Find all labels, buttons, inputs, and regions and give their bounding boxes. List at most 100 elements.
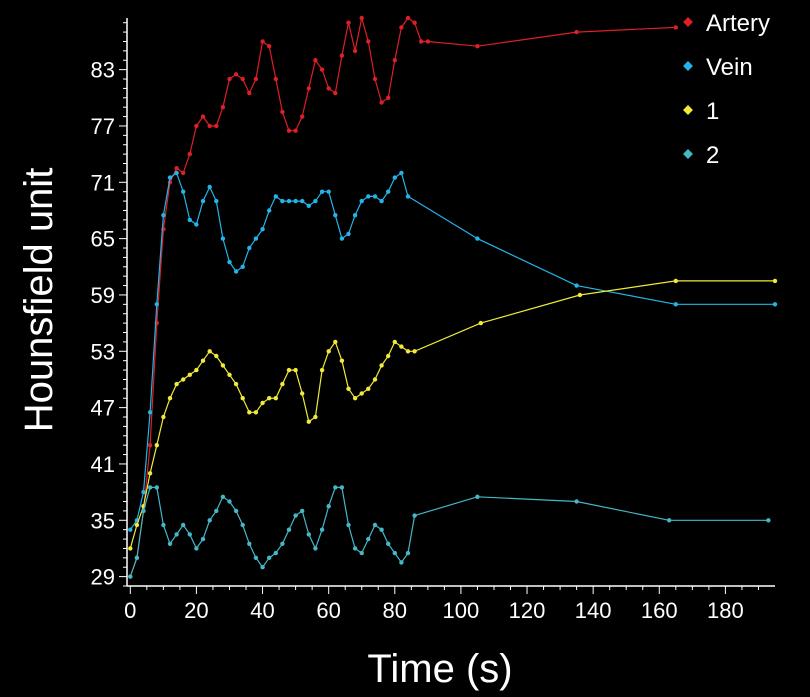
y-axis-title: Hounsfield unit <box>17 168 61 433</box>
y-tick-label: 59 <box>91 283 115 308</box>
data-point <box>300 198 305 204</box>
data-point <box>260 227 265 232</box>
data-point <box>214 198 219 204</box>
data-point <box>280 198 285 204</box>
series-2 <box>128 485 771 579</box>
data-point <box>392 550 397 556</box>
data-point <box>280 109 285 115</box>
x-tick-label: 140 <box>575 598 612 623</box>
data-point <box>379 527 384 532</box>
x-tick-label: 160 <box>641 598 678 623</box>
legend-marker <box>683 105 693 115</box>
data-point <box>240 522 245 528</box>
legend-item: 1 <box>683 98 719 125</box>
data-point <box>273 76 278 82</box>
data-point <box>174 381 179 387</box>
data-point <box>280 541 285 546</box>
data-point <box>293 128 298 133</box>
data-point <box>134 555 140 560</box>
x-tick-label: 60 <box>316 598 340 623</box>
data-point <box>359 391 364 396</box>
data-point <box>267 208 272 213</box>
data-point <box>194 367 199 373</box>
data-point <box>346 522 351 528</box>
data-point <box>220 494 226 499</box>
legend-label: 2 <box>706 142 719 169</box>
data-point <box>372 377 378 382</box>
data-point <box>772 278 778 284</box>
data-point <box>359 550 364 556</box>
data-point <box>174 170 179 176</box>
data-point <box>240 264 245 269</box>
data-point <box>200 198 206 204</box>
data-point <box>227 499 232 504</box>
legend-marker <box>683 61 693 71</box>
data-point <box>128 546 133 551</box>
data-point <box>326 504 331 509</box>
data-point <box>339 53 345 58</box>
y-tick-label: 29 <box>91 565 115 590</box>
axes: 29 35 41 47 53 59 65 71 77 83 0 20 40 60 80 100 120 140 16… <box>91 18 775 623</box>
data-point <box>419 39 424 44</box>
data-point <box>346 386 351 391</box>
data-point <box>333 339 338 345</box>
data-point <box>293 198 298 204</box>
legend: Artery Vein 1 2 <box>683 10 770 169</box>
data-point <box>399 170 404 176</box>
data-point <box>181 189 186 194</box>
data-point <box>399 344 404 349</box>
data-point <box>339 358 345 363</box>
x-tick-label: 120 <box>509 598 546 623</box>
data-point <box>154 443 159 448</box>
data-point <box>346 20 351 25</box>
data-point <box>667 518 672 523</box>
data-point <box>194 222 199 227</box>
data-point <box>379 100 384 105</box>
data-point <box>267 555 272 560</box>
data-point <box>286 367 292 373</box>
data-point <box>405 15 411 21</box>
data-point <box>134 522 140 528</box>
data-point <box>392 58 397 63</box>
data-point <box>233 508 239 514</box>
data-point <box>181 170 186 176</box>
legend-label: Vein <box>706 54 753 81</box>
data-point <box>167 541 173 546</box>
data-point <box>207 184 212 190</box>
data-point <box>253 76 259 82</box>
data-point <box>207 349 212 354</box>
data-point <box>574 499 579 504</box>
data-point <box>366 386 371 391</box>
y-tick-label: 77 <box>91 114 115 139</box>
data-point <box>306 419 311 424</box>
series-vein <box>128 170 778 532</box>
data-point <box>253 236 259 241</box>
data-point <box>227 76 232 82</box>
data-point <box>313 58 318 63</box>
data-point <box>326 189 331 194</box>
x-tick-label: 180 <box>707 598 744 623</box>
y-tick-label: 41 <box>91 452 115 477</box>
data-point <box>359 15 364 21</box>
data-point <box>412 20 417 25</box>
legend-item: Vein <box>683 54 753 81</box>
data-point <box>399 25 404 30</box>
data-point <box>161 522 166 528</box>
y-tick-label: 65 <box>91 227 115 252</box>
data-point <box>187 151 192 157</box>
data-point <box>128 527 133 532</box>
data-point <box>306 203 311 208</box>
data-point <box>412 513 417 518</box>
data-point <box>280 381 285 387</box>
data-point <box>253 555 259 560</box>
data-point <box>772 302 778 307</box>
data-point <box>181 377 186 382</box>
data-point <box>306 532 311 537</box>
data-point <box>379 198 384 204</box>
data-point <box>260 565 265 570</box>
legend-label: Artery <box>706 10 770 37</box>
data-point <box>187 372 192 377</box>
data-point <box>267 396 272 401</box>
data-point <box>386 353 391 359</box>
data-point <box>386 95 391 101</box>
